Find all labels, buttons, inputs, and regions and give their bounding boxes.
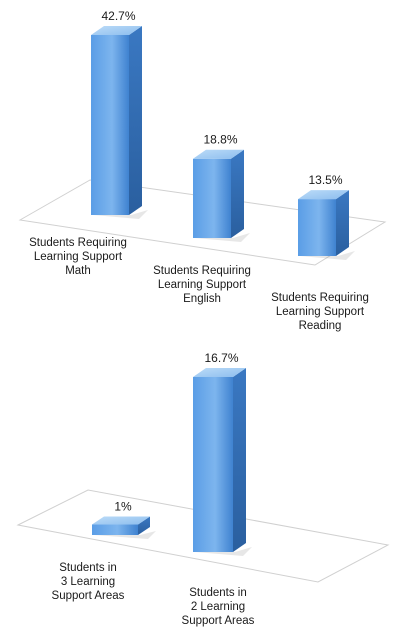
chart1-bar-shadow <box>195 233 250 242</box>
chart2-bar-2 <box>193 368 252 556</box>
chart1-value-label: 13.5% <box>308 173 342 187</box>
chart1-value-label: 42.7% <box>101 9 135 23</box>
chart2-bars: 1% Students in 3 Learning Support Areas 16.7… <box>52 351 255 627</box>
chart2-value-label: 1% <box>114 500 132 514</box>
chart1-bar-shadow <box>300 251 355 260</box>
chart2-bar-shadow <box>195 547 252 556</box>
chart1-bar-top <box>193 149 244 159</box>
chart1-bar-2 <box>193 149 250 242</box>
chart1-bar-1 <box>91 26 148 219</box>
chart2-category-label: Students in 2 Learning Support Areas <box>182 587 255 627</box>
chart1-value-label: 18.8% <box>203 133 237 147</box>
chart2-bar-side <box>233 368 246 552</box>
chart1-bar-front <box>91 35 129 215</box>
chart1-bar-shadow <box>93 210 148 219</box>
chart1-floor <box>18 179 387 266</box>
chart1-bar-side <box>129 26 142 215</box>
chart1-bars: 42.7% Students Requiring Learning Support M… <box>29 9 369 332</box>
chart2-floor <box>16 489 390 583</box>
chart1-bar-top <box>298 190 349 200</box>
chart1-bar-top <box>91 26 142 35</box>
chart1-bar-front <box>193 158 231 238</box>
chart2-bar-top <box>92 516 150 525</box>
chart1-bar-front <box>298 199 336 256</box>
chart1-bar-side <box>336 190 349 256</box>
chart2-bar-side <box>138 516 150 535</box>
chart2-category-label: Students in 3 Learning Support Areas <box>52 562 125 602</box>
chart1-category-label: Students Requiring Learning Support Readin… <box>271 292 369 332</box>
chart1-bar-3 <box>298 190 355 260</box>
chart2-bar-1 <box>92 516 156 539</box>
chart2-bar-front <box>92 524 138 535</box>
chart1-category-label: Students Requiring Learning Support Math <box>29 237 127 277</box>
chart1-bar-side <box>231 149 244 238</box>
chart1-category-label: Students Requiring Learning Support Englis… <box>153 265 251 305</box>
chart2-bar-top <box>193 368 246 377</box>
chart2-bar-front <box>193 377 233 552</box>
chart2-value-label: 16.7% <box>204 351 238 365</box>
